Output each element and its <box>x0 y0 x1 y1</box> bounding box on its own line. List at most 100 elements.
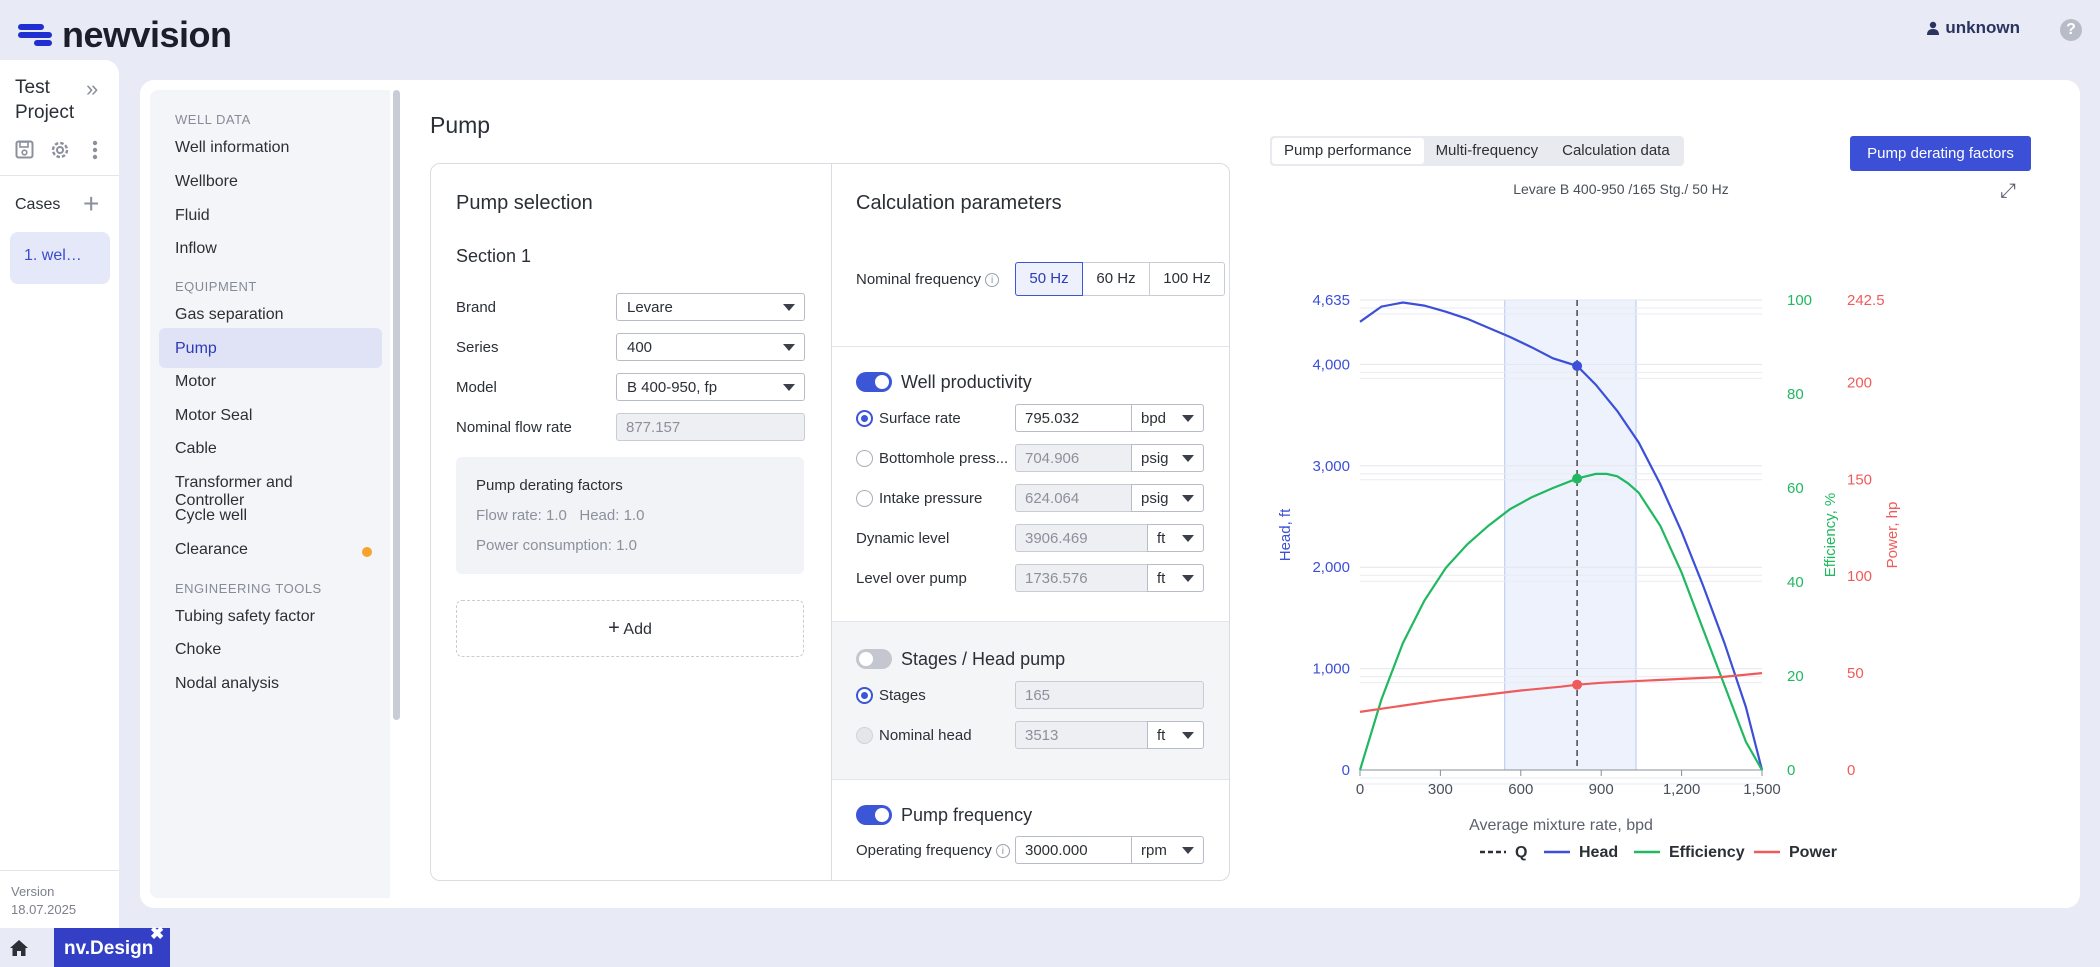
q-point-marker-head <box>1572 360 1583 371</box>
freq-100hz-button[interactable]: 100 Hz <box>1149 262 1225 296</box>
case-item[interactable]: 1. wel… <box>10 232 110 284</box>
logo-mark-icon <box>18 22 52 48</box>
sidebar-item-label: Cycle well <box>175 507 248 524</box>
brand-select[interactable]: Levare <box>616 293 805 321</box>
y-efficiency-tick-label: 0 <box>1787 762 1795 779</box>
freq-50hz-button[interactable]: 50 Hz <box>1015 262 1083 296</box>
stages-head-toggle[interactable] <box>856 649 892 669</box>
sidebar-item-choke[interactable]: Choke <box>159 629 382 669</box>
chevron-down-icon <box>783 384 795 391</box>
nominal-head-radio[interactable] <box>856 727 873 744</box>
nav-section-title: EQUIPMENT <box>175 279 257 294</box>
sidebar-item-clearance[interactable]: Clearance <box>159 529 382 569</box>
brand-name: newvision <box>62 14 232 55</box>
intake-pressure-field: 624.064 <box>1015 484 1132 512</box>
y-efficiency-tick-label: 80 <box>1787 386 1804 403</box>
derating-title: Pump derating factors <box>476 477 623 494</box>
dynamic-level-label: Dynamic level <box>856 530 950 547</box>
sidebar-item-cycle-well[interactable]: Cycle well <box>159 495 382 535</box>
surface-rate-unit-select[interactable]: bpd <box>1131 404 1204 432</box>
surface-rate-radio[interactable] <box>856 410 873 427</box>
tab-pump-performance[interactable]: Pump performance <box>1272 138 1424 164</box>
x-tick-label: 900 <box>1589 781 1614 798</box>
info-icon[interactable]: i <box>985 273 1000 287</box>
tab-calculation-data[interactable]: Calculation data <box>1562 142 1670 159</box>
user-menu[interactable]: unknown <box>1927 18 2020 38</box>
nav-section-title: WELL DATA <box>175 112 251 127</box>
bottomhole-pressure-unit-select[interactable]: psig <box>1131 444 1204 472</box>
tab-multi-frequency[interactable]: Multi-frequency <box>1435 142 1539 159</box>
y-power-tick-label: 242.5 <box>1847 292 1885 309</box>
brand-logo[interactable]: newvision <box>18 14 232 56</box>
pump-derating-factors-button[interactable]: Pump derating factors <box>1850 136 2031 171</box>
sidebar-item-transformer-and-controller[interactable]: Transformer and Controller <box>159 462 382 509</box>
save-icon[interactable] <box>14 140 35 161</box>
level-over-pump-unit-select[interactable]: ft <box>1147 564 1204 592</box>
sidebar-item-nodal-analysis[interactable]: Nodal analysis <box>159 663 382 703</box>
pump-frequency-toggle[interactable] <box>856 805 892 825</box>
more-options-icon[interactable] <box>84 140 105 161</box>
app-tab-nv-design[interactable]: nv.Design ✖ <box>54 924 170 967</box>
help-icon[interactable]: ? <box>2060 19 2082 41</box>
expand-icon[interactable]: ⤢ <box>2000 180 2016 202</box>
pump-form-card: Pump selection Section 1 Brand Levare Se… <box>430 163 1230 881</box>
calc-params-title: Calculation parameters <box>856 192 1062 214</box>
settings-gear-icon[interactable] <box>49 140 70 161</box>
intake-pressure-radio[interactable] <box>856 490 873 507</box>
info-icon[interactable]: i <box>995 844 1010 858</box>
collapse-panel-icon[interactable]: » <box>86 76 99 101</box>
nominal-flow-field: 877.157 <box>616 413 805 441</box>
add-case-icon[interactable]: + <box>83 188 100 219</box>
y-efficiency-tick-label: 60 <box>1787 480 1804 497</box>
well-productivity-label: Well productivity <box>901 372 1032 392</box>
surface-rate-label: Surface rate <box>879 410 961 427</box>
sidebar-item-wellbore[interactable]: Wellbore <box>159 161 382 201</box>
pump-frequency-label: Pump frequency <box>901 805 1033 825</box>
sidebar-item-pump[interactable]: Pump <box>159 328 382 368</box>
operating-frequency-input[interactable]: 3000.000 <box>1015 836 1132 864</box>
sidebar-item-fluid[interactable]: Fluid <box>159 195 382 235</box>
derating-line2: Power consumption: 1.0 <box>476 537 637 554</box>
sidebar-item-motor-seal[interactable]: Motor Seal <box>159 395 382 435</box>
chevron-down-icon <box>1182 575 1194 582</box>
sidebar-item-motor[interactable]: Motor <box>159 361 382 401</box>
home-icon[interactable] <box>10 936 28 962</box>
freq-60hz-button[interactable]: 60 Hz <box>1082 262 1150 296</box>
app-header: newvision unknown ? <box>0 0 2100 60</box>
operating-frequency-unit-select[interactable]: rpm <box>1131 836 1204 864</box>
bottomhole-pressure-radio[interactable] <box>856 450 873 467</box>
legend-label-efficiency: Efficiency <box>1669 844 1745 861</box>
x-tick-label: 600 <box>1508 781 1533 798</box>
intake-pressure-unit-select[interactable]: psig <box>1131 484 1204 512</box>
brand-label: Brand <box>456 299 497 316</box>
sidebar-item-gas-separation[interactable]: Gas separation <box>159 294 382 334</box>
stages-radio[interactable] <box>856 687 873 704</box>
close-icon[interactable]: ✖ <box>150 924 165 943</box>
sidebar-scrollbar[interactable] <box>393 90 400 720</box>
sidebar-item-cable[interactable]: Cable <box>159 428 382 468</box>
chevron-down-icon <box>1182 415 1194 422</box>
y-left-tick-label: 4,000 <box>1312 356 1350 373</box>
sidebar-item-label: Motor <box>175 373 216 390</box>
derating-summary: Pump derating factors Flow rate: 1.0 Hea… <box>456 457 804 574</box>
model-select[interactable]: B 400-950, fp <box>616 373 805 401</box>
add-section-button[interactable]: + Add <box>456 600 804 657</box>
sidebar-item-inflow[interactable]: Inflow <box>159 228 382 268</box>
sidebar-item-well-information[interactable]: Well information <box>159 127 382 167</box>
taskbar: nv.Design ✖ <box>0 924 2100 967</box>
legend-label-q: Q <box>1515 844 1527 861</box>
nominal-head-unit-select[interactable]: ft <box>1147 721 1204 749</box>
series-select[interactable]: 400 <box>616 333 805 361</box>
dynamic-level-unit: ft <box>1157 530 1166 547</box>
sidebar-item-tubing-safety-factor[interactable]: Tubing safety factor <box>159 596 382 636</box>
series-line-efficiency <box>1358 472 1763 771</box>
sidebar-nav: WELL DATA Well information Wellbore Fluid In… <box>150 90 390 898</box>
stages-head-label: Stages / Head pump <box>901 649 1066 669</box>
series-label: Series <box>456 339 499 356</box>
dynamic-level-unit-select[interactable]: ft <box>1147 524 1204 552</box>
main-content: WELL DATA Well information Wellbore Fluid In… <box>140 80 2080 908</box>
surface-rate-input[interactable]: 795.032 <box>1015 404 1132 432</box>
well-productivity-toggle[interactable] <box>856 372 892 392</box>
chevron-down-icon <box>1182 495 1194 502</box>
chevron-down-icon <box>783 344 795 351</box>
